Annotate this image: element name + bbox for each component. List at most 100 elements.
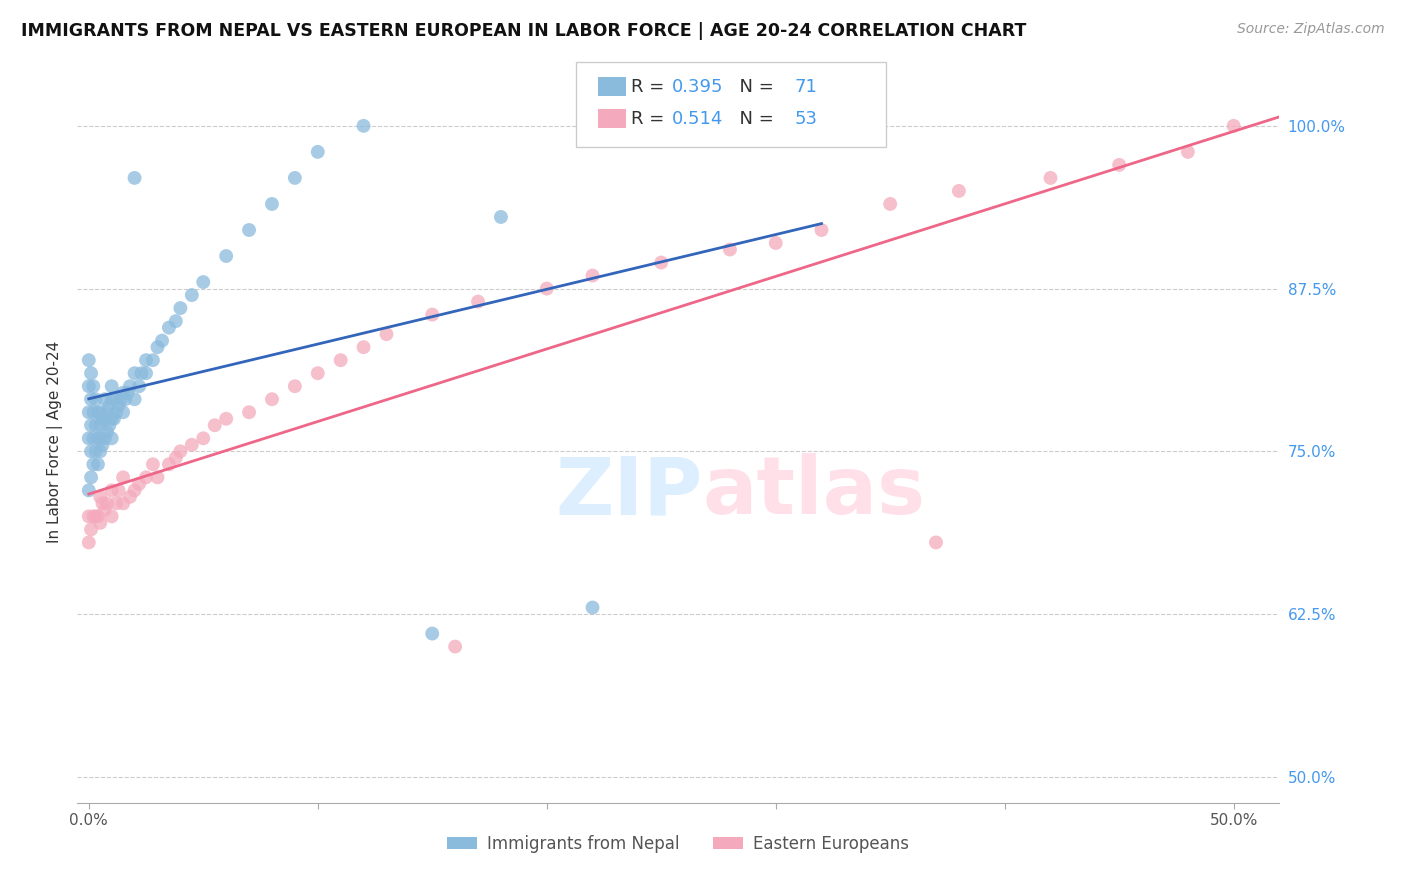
Point bbox=[77, 405, 100, 419]
Text: R =: R = bbox=[631, 78, 671, 95]
Point bbox=[284, 170, 307, 185]
Point bbox=[100, 431, 122, 445]
Point bbox=[84, 418, 107, 433]
Point bbox=[94, 411, 117, 425]
Text: Source: ZipAtlas.com: Source: ZipAtlas.com bbox=[1237, 22, 1385, 37]
Point bbox=[165, 314, 187, 328]
Point bbox=[238, 405, 260, 419]
Point bbox=[420, 308, 443, 322]
Point bbox=[581, 600, 603, 615]
Point bbox=[107, 483, 129, 498]
Point bbox=[103, 392, 125, 407]
Point bbox=[80, 523, 103, 537]
Point bbox=[118, 379, 141, 393]
Point bbox=[91, 496, 114, 510]
Text: N =: N = bbox=[728, 110, 780, 128]
Point bbox=[307, 366, 329, 380]
Point bbox=[142, 458, 165, 472]
Point bbox=[718, 243, 741, 257]
Text: ZIP: ZIP bbox=[555, 453, 703, 531]
Point bbox=[89, 444, 111, 458]
Point bbox=[146, 340, 169, 354]
Point bbox=[82, 379, 104, 393]
Point bbox=[307, 145, 329, 159]
Point bbox=[84, 509, 107, 524]
Point bbox=[77, 509, 100, 524]
Text: 0.395: 0.395 bbox=[672, 78, 724, 95]
Point bbox=[135, 366, 157, 380]
Point bbox=[215, 411, 238, 425]
Point bbox=[89, 405, 111, 419]
Point bbox=[96, 405, 118, 419]
Point bbox=[150, 334, 173, 348]
Point bbox=[128, 379, 150, 393]
Point bbox=[82, 458, 104, 472]
Text: 71: 71 bbox=[794, 78, 817, 95]
Text: 53: 53 bbox=[794, 110, 817, 128]
Point bbox=[94, 392, 117, 407]
Point bbox=[135, 470, 157, 484]
Point bbox=[77, 379, 100, 393]
Text: IMMIGRANTS FROM NEPAL VS EASTERN EUROPEAN IN LABOR FORCE | AGE 20-24 CORRELATION: IMMIGRANTS FROM NEPAL VS EASTERN EUROPEA… bbox=[21, 22, 1026, 40]
Point bbox=[114, 392, 136, 407]
Point bbox=[91, 438, 114, 452]
Point bbox=[82, 509, 104, 524]
Point bbox=[165, 450, 187, 465]
Point bbox=[100, 392, 122, 407]
Point bbox=[146, 470, 169, 484]
Point bbox=[87, 405, 110, 419]
Point bbox=[77, 483, 100, 498]
Point bbox=[87, 458, 110, 472]
Point bbox=[77, 535, 100, 549]
Point bbox=[118, 490, 141, 504]
Point bbox=[94, 503, 117, 517]
Point bbox=[1108, 158, 1130, 172]
Point bbox=[100, 509, 122, 524]
Point bbox=[98, 399, 121, 413]
Point bbox=[420, 626, 443, 640]
Point bbox=[124, 483, 146, 498]
Point bbox=[94, 431, 117, 445]
Point bbox=[80, 418, 103, 433]
Point bbox=[142, 353, 165, 368]
Point bbox=[131, 366, 153, 380]
Point bbox=[89, 516, 111, 530]
Point bbox=[103, 411, 125, 425]
Point bbox=[135, 353, 157, 368]
Point bbox=[110, 392, 132, 407]
Point bbox=[87, 509, 110, 524]
Point bbox=[77, 431, 100, 445]
Point bbox=[107, 399, 129, 413]
Point bbox=[100, 411, 122, 425]
Point bbox=[157, 458, 180, 472]
Point bbox=[260, 197, 283, 211]
Point bbox=[467, 294, 489, 309]
Legend: Immigrants from Nepal, Eastern Europeans: Immigrants from Nepal, Eastern Europeans bbox=[441, 828, 915, 860]
Point bbox=[353, 340, 375, 354]
Point bbox=[879, 197, 901, 211]
Point bbox=[80, 470, 103, 484]
Point bbox=[89, 490, 111, 504]
Point bbox=[87, 431, 110, 445]
Point bbox=[80, 444, 103, 458]
Point bbox=[810, 223, 832, 237]
Point bbox=[948, 184, 970, 198]
Point bbox=[180, 288, 202, 302]
Point bbox=[215, 249, 238, 263]
Point bbox=[80, 392, 103, 407]
Point bbox=[284, 379, 307, 393]
Point bbox=[124, 366, 146, 380]
Point bbox=[124, 392, 146, 407]
Point bbox=[193, 275, 215, 289]
Point bbox=[82, 431, 104, 445]
Point bbox=[124, 170, 146, 185]
Point bbox=[765, 235, 787, 250]
Point bbox=[925, 535, 948, 549]
Point bbox=[112, 385, 135, 400]
Text: atlas: atlas bbox=[703, 453, 925, 531]
Point bbox=[89, 418, 111, 433]
Text: R =: R = bbox=[631, 110, 671, 128]
Point bbox=[89, 431, 111, 445]
Point bbox=[96, 425, 118, 439]
Point bbox=[1039, 170, 1062, 185]
